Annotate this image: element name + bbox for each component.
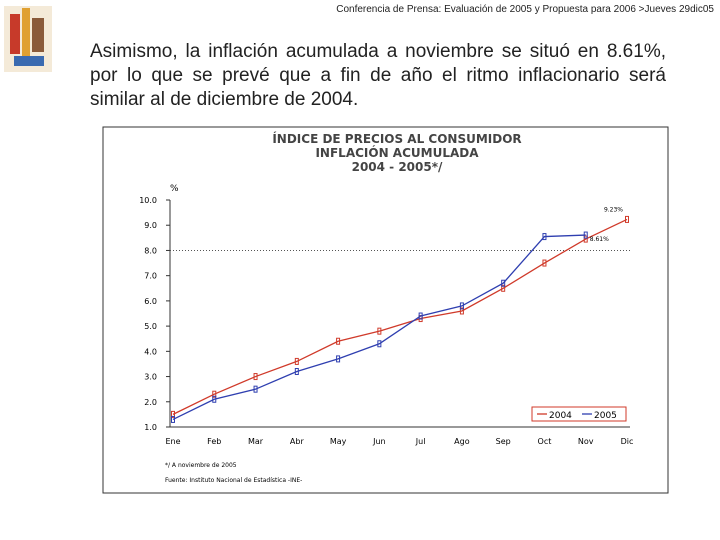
point-marker [212,390,217,398]
x-tick-label: Sep [496,437,511,446]
y-tick-label: 4.0 [144,347,157,356]
chart-title: INFLACIÓN ACUMULADA [315,145,479,160]
point-marker [583,235,588,243]
x-tick-label: Jul [415,437,426,446]
x-tick-label: Feb [207,437,221,446]
point-marker [336,337,341,345]
y-tick-label: 8.0 [144,246,157,255]
series-line [172,234,586,421]
chart-title: 2004 - 2005*/ [352,160,443,174]
point-marker [212,395,217,403]
paragraph: Asimismo, la inflación acumulada a novie… [90,41,666,110]
point-marker [625,215,629,223]
x-tick-label: Ene [165,437,180,446]
point-marker [377,327,382,335]
value-label: 8.61% [590,236,609,243]
y-tick-label: 6.0 [144,297,157,306]
point-marker [294,368,299,376]
point-marker [336,355,341,363]
y-tick-label: 7.0 [144,272,157,281]
x-tick-label: Abr [290,437,305,446]
point-marker [418,312,423,320]
point-marker [171,415,175,423]
y-tick-label: 1.0 [144,423,157,432]
point-marker [253,385,258,393]
point-marker [501,279,506,287]
y-tick-label: 2.0 [144,398,157,407]
point-marker [542,233,547,241]
series-line [172,218,628,415]
point-marker [501,284,506,292]
point-marker [171,410,175,418]
point-marker [459,307,464,315]
footnote: Fuente: Instituto Nacional de Estadístic… [165,477,302,484]
y-axis-label: % [170,184,179,194]
x-tick-label: Ago [454,437,470,446]
y-tick-label: 3.0 [144,373,157,382]
y-tick-label: 10.0 [139,196,157,205]
chart-title: ÍNDICE DE PRECIOS AL CONSUMIDOR [272,131,521,146]
legend-label: 2005 [594,411,617,421]
x-tick-label: Dic [621,437,634,446]
legend-label: 2004 [549,411,572,421]
point-marker [459,302,464,310]
legend-box [531,406,627,422]
footnote: */ A noviembre de 2005 [165,462,237,469]
x-tick-label: Oct [538,437,552,446]
header: Conferencia de Prensa: Evaluación de 200… [336,4,714,15]
point-marker [377,340,382,348]
x-tick-label: Mar [248,437,264,446]
point-marker [253,373,258,381]
x-tick-label: May [330,437,347,446]
point-marker [583,231,588,239]
value-label: 9.23% [604,206,623,213]
y-tick-label: 5.0 [144,322,157,331]
point-marker [542,259,547,267]
logo [4,6,52,72]
y-tick-label: 9.0 [144,221,157,230]
x-tick-label: Jun [372,437,386,446]
point-marker [294,357,299,365]
x-tick-label: Nov [578,437,594,446]
